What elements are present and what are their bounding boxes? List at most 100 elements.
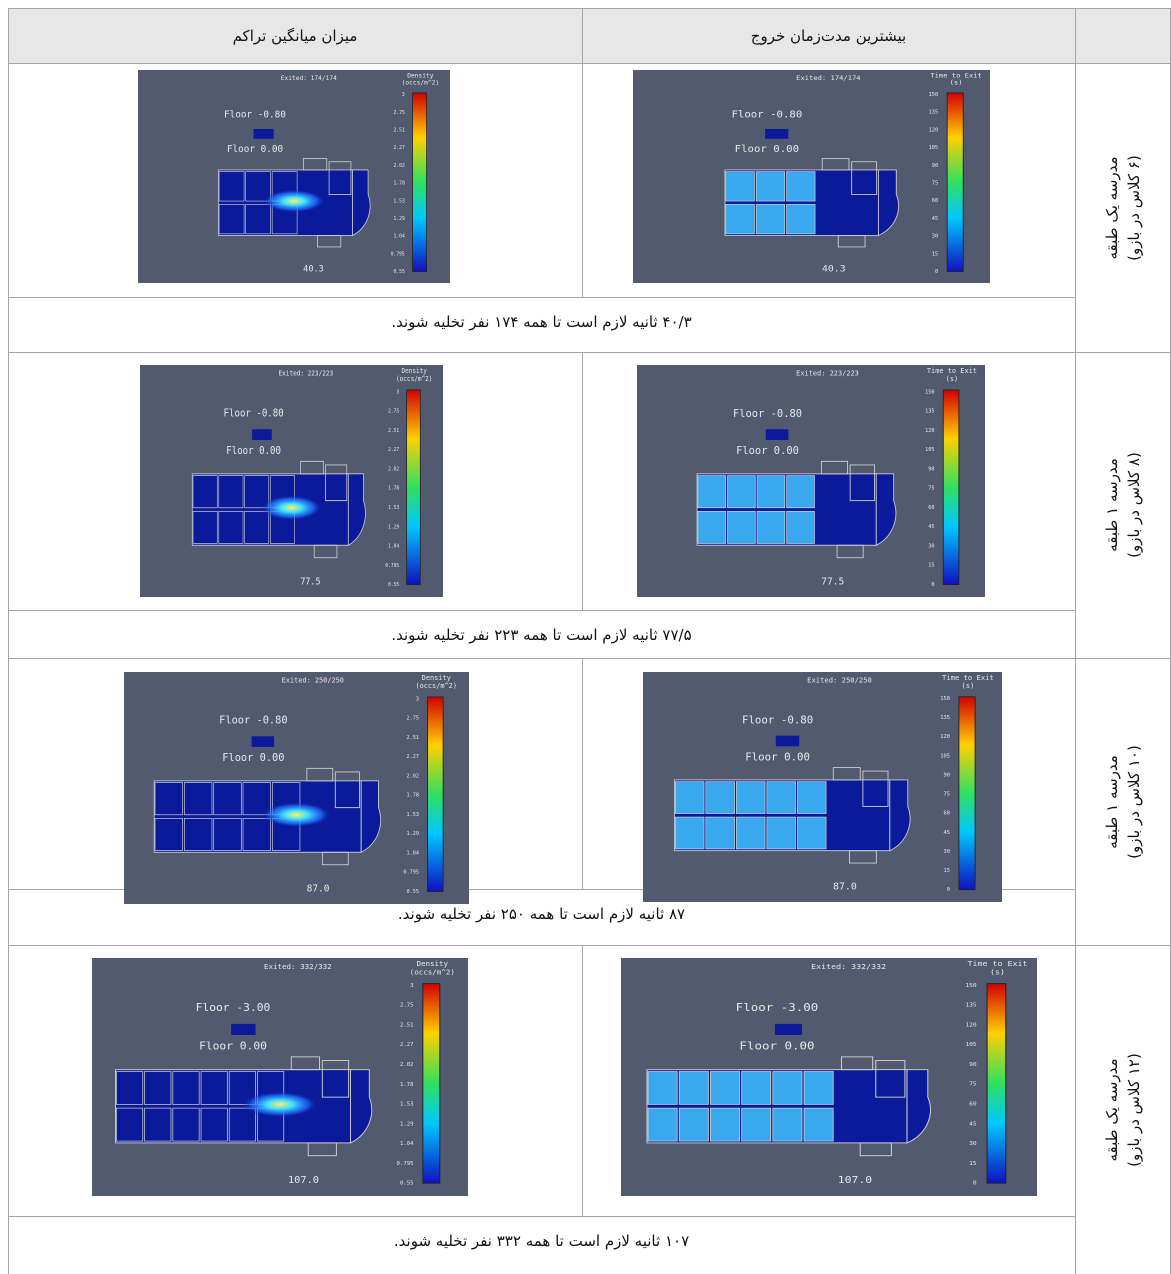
room bbox=[742, 1108, 771, 1141]
row-label: مدرسه یک طبقه(۶ کلاس در بازو) bbox=[1101, 98, 1145, 318]
row-label-line: (۶ کلاس در بازو) bbox=[1123, 98, 1145, 318]
floor-block bbox=[765, 129, 788, 139]
colorbar-tick: 75 bbox=[969, 1082, 977, 1088]
floor-block bbox=[231, 1024, 255, 1035]
room bbox=[219, 476, 243, 508]
floor-label: Floor -0.80 bbox=[733, 408, 802, 420]
clock: 107.0 bbox=[288, 1175, 319, 1186]
simulation-image: Exited: 174/174Density(occs/m^2)32.752.5… bbox=[138, 70, 450, 283]
colorbar-tick: 0.55 bbox=[407, 889, 419, 895]
floor-label: Floor -3.00 bbox=[736, 1001, 819, 1014]
colorbar-tick: 1.53 bbox=[407, 812, 419, 818]
colorbar-tick: 2.27 bbox=[400, 1042, 414, 1048]
grid-line bbox=[582, 8, 583, 63]
exited-count: Exited: 223/223 bbox=[279, 369, 334, 378]
colorbar-tick: 2.02 bbox=[400, 1062, 414, 1068]
clock: 87.0 bbox=[833, 882, 857, 893]
colorbar-tick: 3 bbox=[396, 389, 399, 395]
colorbar-tick: 45 bbox=[969, 1122, 977, 1128]
colorbar-tick: 150 bbox=[925, 389, 934, 395]
colorbar bbox=[947, 93, 963, 272]
colorbar-tick: 2.02 bbox=[407, 773, 419, 779]
row-label-line: مدرسه ۱ طبقه bbox=[1101, 692, 1123, 912]
colorbar-tick: 1.53 bbox=[394, 198, 405, 204]
caption: ۷۷/۵ ثانیه لازم است تا همه ۲۲۳ نفر تخلیه… bbox=[8, 626, 1075, 644]
floor-label: Floor 0.00 bbox=[222, 752, 284, 764]
room bbox=[214, 818, 242, 850]
colorbar-tick: 1.78 bbox=[400, 1082, 414, 1088]
caption: ۱۰۷ ثانیه لازم است تا همه ۳۳۲ نفر تخلیه … bbox=[8, 1232, 1075, 1250]
room bbox=[193, 476, 217, 508]
colorbar-tick: 60 bbox=[932, 198, 938, 204]
legend-title: (occs/m^2) bbox=[410, 968, 455, 977]
grid-line bbox=[8, 63, 1171, 64]
colorbar bbox=[413, 93, 427, 272]
colorbar-tick: 90 bbox=[928, 466, 934, 472]
colorbar-tick: 30 bbox=[969, 1141, 977, 1147]
room bbox=[727, 476, 755, 508]
floor-block bbox=[252, 736, 274, 747]
room bbox=[675, 817, 704, 849]
room bbox=[706, 782, 735, 814]
room bbox=[675, 782, 704, 814]
room bbox=[679, 1072, 708, 1105]
row-label-line: (۱۰ کلاس در بازو) bbox=[1123, 692, 1145, 912]
colorbar-tick: 0.795 bbox=[391, 251, 405, 257]
room bbox=[787, 511, 815, 543]
room bbox=[219, 204, 244, 233]
colorbar-tick: 1.29 bbox=[407, 831, 419, 837]
floor-label: Floor 0.00 bbox=[199, 1040, 267, 1053]
legend-title: Time to Exit bbox=[967, 960, 1027, 968]
density-hotspot bbox=[262, 802, 331, 827]
colorbar-tick: 3 bbox=[402, 92, 405, 98]
colorbar-tick: 75 bbox=[943, 792, 949, 798]
room bbox=[155, 783, 183, 815]
colorbar-tick: 15 bbox=[928, 563, 934, 569]
colorbar-tick: 1.29 bbox=[388, 524, 399, 530]
colorbar-tick: 2.51 bbox=[400, 1023, 414, 1029]
grid-line bbox=[8, 297, 1075, 298]
page: بیشترین مدت‌زمان خروجمیزان میانگین تراکم… bbox=[0, 0, 1171, 1274]
floor-label: Floor 0.00 bbox=[736, 445, 799, 457]
clock: 77.5 bbox=[300, 577, 320, 588]
room bbox=[787, 476, 815, 508]
grid-line bbox=[582, 658, 583, 889]
grid-line bbox=[582, 945, 583, 1216]
colorbar-tick: 150 bbox=[940, 696, 950, 702]
room bbox=[804, 1072, 833, 1105]
exited-count: Exited: 174/174 bbox=[281, 74, 337, 82]
room bbox=[116, 1072, 142, 1105]
colorbar-tick: 1.04 bbox=[407, 850, 419, 856]
floor-label: Floor 0.00 bbox=[227, 144, 283, 155]
room bbox=[767, 817, 796, 849]
colorbar-tick: 1.53 bbox=[388, 505, 399, 511]
floor-block bbox=[776, 736, 799, 747]
clock: 40.3 bbox=[822, 264, 846, 275]
colorbar-tick: 2.75 bbox=[400, 1003, 414, 1009]
room bbox=[787, 204, 816, 233]
legend-title: (s) bbox=[961, 681, 974, 690]
colorbar-tick: 2.27 bbox=[394, 145, 405, 151]
room bbox=[145, 1108, 171, 1141]
room bbox=[767, 782, 796, 814]
colorbar-tick: 150 bbox=[965, 983, 977, 989]
colorbar-tick: 1.78 bbox=[407, 793, 419, 799]
colorbar-tick: 3 bbox=[410, 983, 413, 989]
grid-line bbox=[8, 8, 1171, 9]
colorbar-tick: 2.51 bbox=[407, 735, 419, 741]
colorbar bbox=[423, 984, 440, 1184]
room bbox=[648, 1072, 677, 1105]
grid-line bbox=[8, 945, 1171, 946]
clock: 40.3 bbox=[303, 264, 324, 274]
grid-line bbox=[8, 352, 1171, 353]
colorbar-tick: 2.75 bbox=[388, 408, 399, 414]
floor-label: Floor 0.00 bbox=[735, 143, 799, 154]
grid-line bbox=[8, 658, 1171, 659]
room bbox=[698, 511, 726, 543]
room bbox=[648, 1108, 677, 1141]
room bbox=[698, 476, 726, 508]
colorbar-tick: 2.75 bbox=[394, 110, 405, 116]
colorbar-tick: 60 bbox=[928, 505, 934, 511]
room bbox=[173, 1072, 199, 1105]
